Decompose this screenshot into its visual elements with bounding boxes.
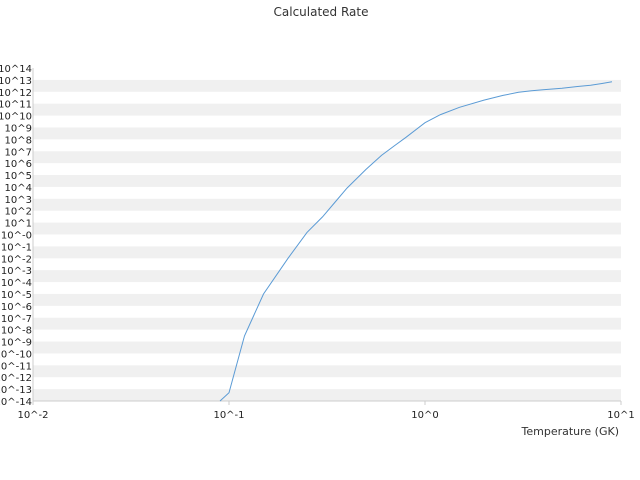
- y-tick-label: 10^1: [5, 219, 32, 230]
- grid-band: [33, 389, 621, 401]
- grid-band: [33, 317, 621, 330]
- y-tick-label: 10^2: [5, 207, 32, 218]
- y-tick-label: 10^11: [0, 100, 32, 111]
- y-tick-label: 10^-1: [1, 242, 32, 253]
- y-tick-label: 10^10: [0, 112, 32, 123]
- grid-band: [33, 222, 621, 235]
- y-tick-label: 10^-3: [1, 266, 32, 277]
- y-tick-label: 10^-0: [1, 231, 32, 242]
- grid-band: [33, 246, 621, 259]
- series-line: [219, 81, 613, 402]
- y-tick-label: 10^-7: [1, 314, 32, 325]
- y-tick-label: 10^-12: [0, 373, 32, 384]
- grid-band: [33, 127, 621, 140]
- y-tick-label: 10^3: [5, 195, 32, 206]
- y-tick-label: 10^12: [0, 88, 32, 99]
- y-tick-label: 10^4: [5, 183, 32, 194]
- y-tick-label: 10^6: [5, 159, 32, 170]
- y-tick-label: 10^14: [0, 64, 32, 75]
- y-tick-label: 10^-9: [1, 338, 32, 349]
- grid-band: [33, 365, 621, 378]
- grid-band: [33, 151, 621, 164]
- grid-bands: [33, 79, 621, 401]
- axes: [32, 68, 621, 402]
- y-tick-label: 10^-13: [0, 385, 32, 396]
- grid-band: [33, 103, 621, 116]
- y-tick-label: 10^13: [0, 76, 32, 87]
- y-tick-label: 10^-8: [1, 326, 32, 337]
- grid-band: [33, 175, 621, 187]
- x-tick-labels: 10^-2 10^-1 10^0 10^1: [17, 401, 635, 421]
- y-tick-label: 10^7: [5, 147, 32, 158]
- y-tick-label: 10^-11: [0, 361, 32, 372]
- y-tick-label: 10^-2: [1, 254, 32, 265]
- x-tick-label: 10^-1: [213, 410, 244, 421]
- grid-band: [33, 270, 621, 283]
- series-layer: [219, 81, 613, 402]
- grid-band: [33, 79, 621, 92]
- y-tick-label: 10^8: [5, 135, 32, 146]
- grid-band: [33, 293, 621, 306]
- grid-band: [33, 198, 621, 211]
- y-tick-label: 10^-5: [1, 290, 32, 301]
- y-tick-label: 10^-10: [0, 349, 32, 360]
- x-tick-label: 10^-2: [17, 410, 48, 421]
- y-tick-label: 10^-6: [1, 302, 32, 313]
- x-tick-label: 10^1: [607, 410, 634, 421]
- y-tick-label: 10^5: [5, 171, 32, 182]
- x-tick-label: 10^0: [411, 410, 438, 421]
- y-tick-label: 10^9: [5, 123, 32, 134]
- chart-title: Calculated Rate: [274, 5, 369, 19]
- grid-band: [33, 341, 621, 354]
- x-axis-label: Temperature (GK): [521, 425, 620, 438]
- y-tick-label: 10^-14: [0, 397, 32, 408]
- y-tick-label: 10^-4: [1, 278, 32, 289]
- y-tick-labels: 10^-1410^-1310^-1210^-1110^-1010^-910^-8…: [0, 64, 32, 408]
